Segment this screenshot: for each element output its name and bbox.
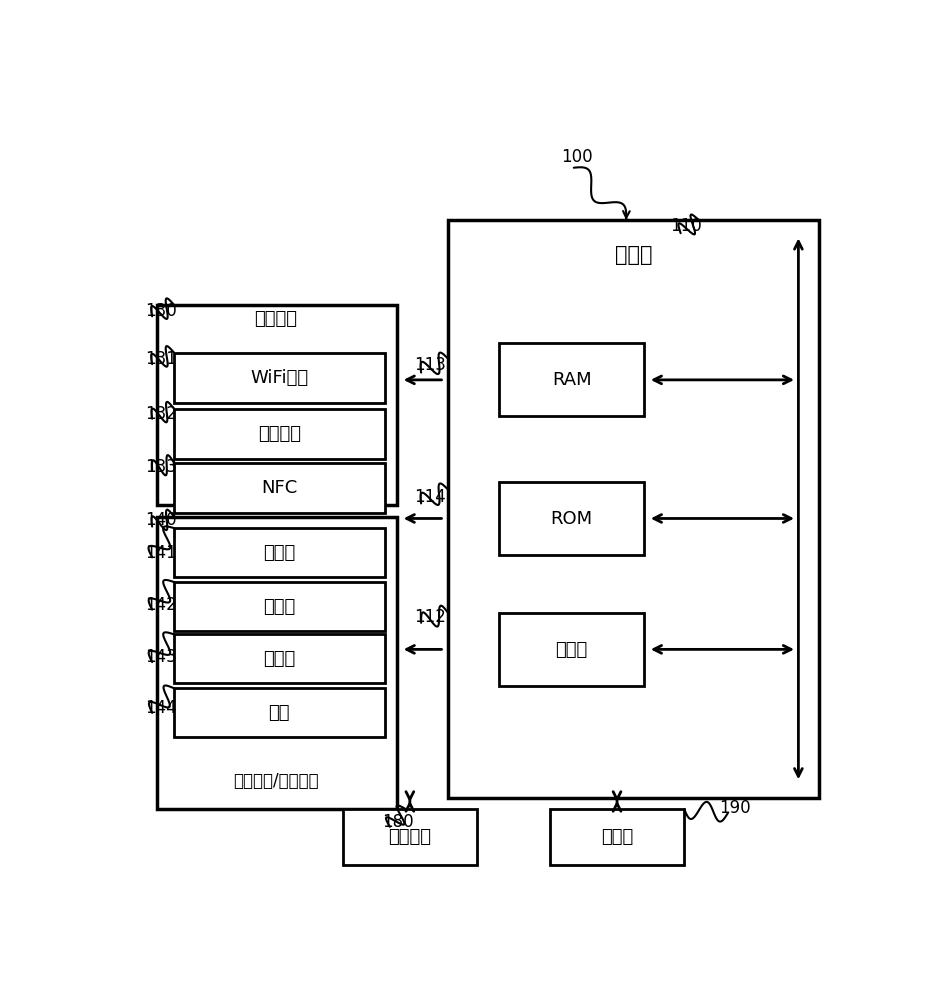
Text: 控制器: 控制器 <box>614 245 652 265</box>
Text: 110: 110 <box>670 217 702 235</box>
Bar <box>158 305 397 505</box>
Bar <box>158 517 397 809</box>
Text: 131: 131 <box>144 350 176 368</box>
Bar <box>499 613 644 686</box>
Text: 180: 180 <box>383 813 415 831</box>
Text: 按键: 按键 <box>268 704 290 722</box>
Bar <box>174 409 385 459</box>
Bar <box>550 809 685 865</box>
Text: ROM: ROM <box>551 510 593 528</box>
Text: 140: 140 <box>144 511 176 529</box>
Text: 190: 190 <box>719 799 750 817</box>
Text: 142: 142 <box>144 596 176 614</box>
Text: 114: 114 <box>414 488 446 506</box>
Text: 供电电源: 供电电源 <box>388 828 431 846</box>
Bar <box>174 634 385 683</box>
Text: 113: 113 <box>414 356 446 374</box>
Text: 132: 132 <box>144 405 176 423</box>
Text: 蓝牙模块: 蓝牙模块 <box>258 425 301 443</box>
Text: 141: 141 <box>144 544 176 562</box>
Text: 133: 133 <box>144 458 176 476</box>
Bar <box>174 582 385 631</box>
Bar <box>448 220 819 798</box>
Text: 112: 112 <box>414 608 446 626</box>
Bar <box>499 482 644 555</box>
Bar <box>174 463 385 513</box>
Text: 处理器: 处理器 <box>555 641 588 659</box>
Text: 100: 100 <box>561 148 592 166</box>
Bar <box>499 343 644 416</box>
Text: 通信接口: 通信接口 <box>254 310 297 328</box>
Text: 130: 130 <box>144 302 176 320</box>
Text: NFC: NFC <box>262 479 297 497</box>
Bar <box>342 809 477 865</box>
Text: 143: 143 <box>144 648 176 666</box>
Bar <box>174 353 385 403</box>
Text: 传感器: 传感器 <box>264 650 295 668</box>
Bar <box>174 528 385 577</box>
Text: 存储器: 存储器 <box>601 828 633 846</box>
Text: 触摸板: 触摸板 <box>264 598 295 616</box>
Text: 144: 144 <box>144 699 176 717</box>
Bar <box>174 688 385 737</box>
Text: RAM: RAM <box>552 371 591 389</box>
Text: 麦克风: 麦克风 <box>264 544 295 562</box>
Text: WiFi芯片: WiFi芯片 <box>250 369 309 387</box>
Text: 用户输入/输出接口: 用户输入/输出接口 <box>233 772 319 790</box>
